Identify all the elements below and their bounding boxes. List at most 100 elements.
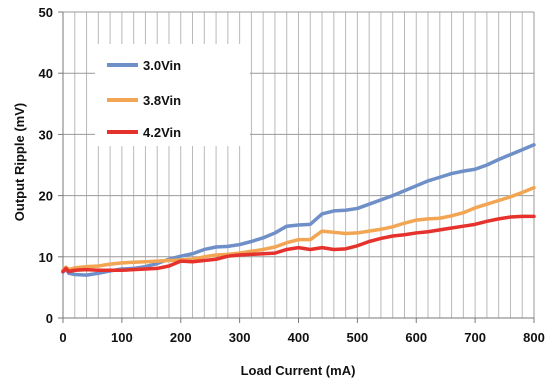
data-point-3.8vin (309, 238, 311, 240)
x-tick-label: 600 (405, 330, 427, 345)
y-axis-title: Output Ripple (mV) (12, 103, 27, 221)
data-point-3.0vin (368, 203, 370, 205)
data-point-4.2vin (380, 237, 382, 239)
data-point-3.0vin (274, 232, 276, 234)
data-point-3.0vin (462, 170, 464, 172)
data-point-3.8vin (132, 261, 134, 263)
data-point-3.0vin (450, 172, 452, 174)
data-point-3.0vin (250, 240, 252, 242)
data-point-4.2vin (144, 268, 146, 270)
x-tick-label: 400 (288, 330, 310, 345)
data-point-4.2vin (74, 269, 76, 271)
data-point-4.2vin (274, 252, 276, 254)
data-point-4.2vin (450, 227, 452, 229)
series-layer (61, 143, 536, 277)
data-point-3.0vin (238, 243, 240, 245)
data-point-4.2vin (97, 269, 99, 271)
data-point-3.0vin (509, 153, 511, 155)
data-point-3.8vin (403, 222, 405, 224)
data-point-3.8vin (215, 254, 217, 256)
data-point-3.0vin (97, 272, 99, 274)
data-point-3.0vin (215, 246, 217, 248)
data-point-3.0vin (474, 168, 476, 170)
data-point-4.2vin (356, 245, 358, 247)
x-tick-label: 800 (523, 330, 545, 345)
data-point-4.2vin (368, 240, 370, 242)
data-point-4.2vin (262, 253, 264, 255)
x-tick-label: 500 (347, 330, 369, 345)
y-tick-label: 40 (39, 66, 53, 81)
data-point-4.2vin (497, 218, 499, 220)
data-point-3.0vin (191, 253, 193, 255)
data-point-3.0vin (427, 180, 429, 182)
data-point-4.2vin (403, 234, 405, 236)
data-point-3.0vin (497, 158, 499, 160)
data-point-3.8vin (168, 259, 170, 261)
axes (58, 11, 535, 323)
data-point-3.8vin (533, 186, 535, 188)
data-point-3.0vin (74, 273, 76, 275)
data-point-3.8vin (297, 238, 299, 240)
data-point-3.0vin (403, 190, 405, 192)
data-point-4.2vin (333, 248, 335, 250)
y-tick-label: 20 (39, 189, 53, 204)
data-point-3.8vin (439, 217, 441, 219)
data-point-4.2vin (68, 270, 70, 272)
data-point-3.8vin (450, 215, 452, 217)
legend-label-3.0vin: 3.0Vin (143, 58, 181, 73)
data-point-3.8vin (392, 226, 394, 228)
data-point-3.8vin (509, 196, 511, 198)
data-point-4.2vin (392, 235, 394, 237)
legend-label-3.8vin: 3.8Vin (143, 93, 181, 108)
legend-box (95, 44, 250, 146)
data-point-4.2vin (227, 255, 229, 257)
data-point-4.2vin (462, 225, 464, 227)
legend: 3.0Vin 3.8Vin 4.2Vin (95, 44, 250, 146)
data-point-3.8vin (156, 260, 158, 262)
data-point-3.8vin (85, 265, 87, 267)
y-tick-label: 50 (39, 5, 53, 20)
data-point-4.2vin (191, 260, 193, 262)
data-point-4.2vin (286, 248, 288, 250)
data-point-3.8vin (109, 263, 111, 265)
data-point-3.8vin (97, 265, 99, 267)
x-tick-labels: 0 100 200 300 400 500 600 700 800 (59, 330, 544, 345)
series-line-4.2vin (61, 214, 536, 274)
data-point-4.2vin (521, 215, 523, 217)
x-tick-label: 200 (170, 330, 192, 345)
data-point-3.8vin (427, 218, 429, 220)
x-tick-label: 700 (464, 330, 486, 345)
data-point-4.2vin (309, 248, 311, 250)
data-point-3.8vin (462, 212, 464, 214)
data-point-3.8vin (286, 242, 288, 244)
y-tick-label: 0 (46, 311, 53, 326)
data-point-4.2vin (415, 232, 417, 234)
series-line-3.8vin (61, 185, 536, 273)
data-point-3.8vin (497, 199, 499, 201)
data-point-4.2vin (215, 258, 217, 260)
data-point-3.8vin (415, 219, 417, 221)
data-point-3.0vin (439, 176, 441, 178)
x-tick-label: 300 (229, 330, 251, 345)
data-point-3.8vin (368, 230, 370, 232)
data-point-3.0vin (380, 199, 382, 201)
data-point-3.8vin (144, 260, 146, 262)
data-point-3.0vin (415, 185, 417, 187)
data-point-3.8vin (356, 232, 358, 234)
data-point-3.8vin (121, 262, 123, 264)
data-point-3.0vin (286, 225, 288, 227)
data-point-3.0vin (180, 255, 182, 257)
data-point-4.2vin (203, 259, 205, 261)
data-point-4.2vin (85, 268, 87, 270)
data-point-4.2vin (427, 231, 429, 233)
data-point-3.0vin (203, 248, 205, 250)
data-point-3.0vin (486, 164, 488, 166)
legend-label-4.2vin: 4.2Vin (143, 125, 181, 140)
data-point-4.2vin (250, 253, 252, 255)
data-point-3.0vin (356, 207, 358, 209)
data-point-3.8vin (250, 250, 252, 252)
data-point-3.0vin (333, 210, 335, 212)
data-point-4.2vin (65, 267, 67, 269)
data-point-3.0vin (262, 237, 264, 239)
